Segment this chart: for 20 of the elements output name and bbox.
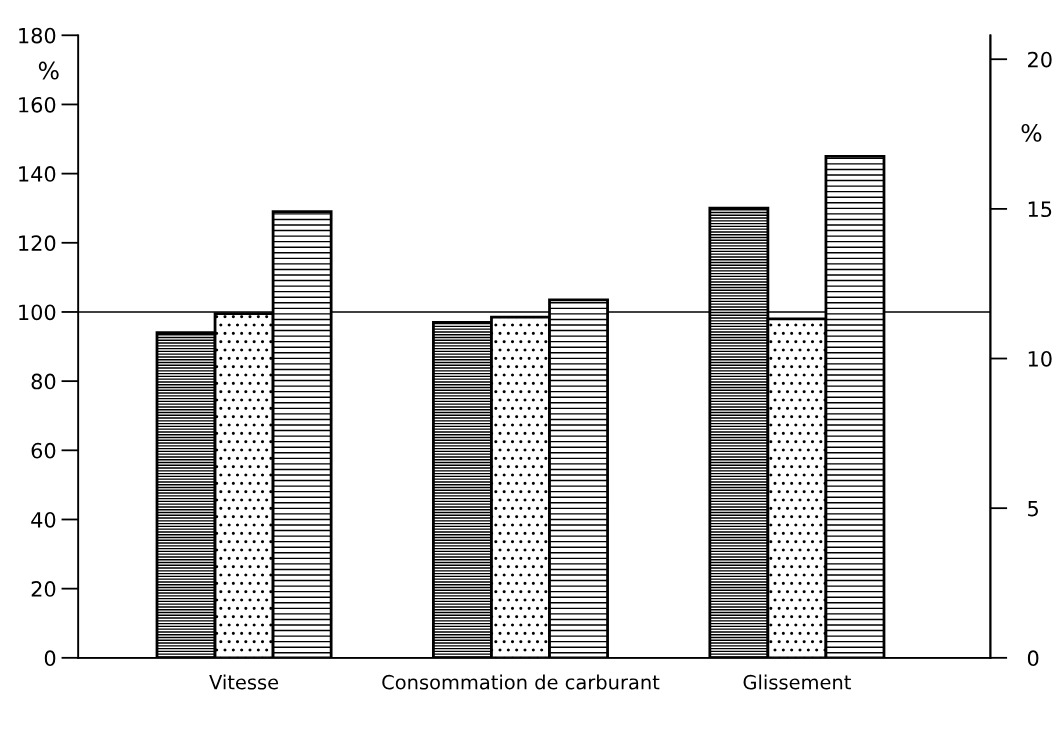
- y-tick-label: 60: [31, 442, 56, 459]
- y2-tick-label: 20: [1028, 51, 1052, 68]
- y2-tick-label: 10: [1028, 350, 1052, 367]
- y-tick-label: 80: [31, 373, 56, 390]
- x-tick-label: Glissement: [743, 674, 851, 690]
- x-tick-label: Consommation de carburant: [382, 674, 660, 690]
- y-tick-label: 20: [31, 581, 56, 597]
- y2-tick-label: 0: [1027, 650, 1039, 667]
- y2-axis-title: %: [1021, 123, 1042, 142]
- y-tick-label: 120: [19, 235, 56, 252]
- y-tick-label: 140: [19, 166, 56, 182]
- y-tick-label: 160: [19, 96, 56, 113]
- y-tick-label: 100: [19, 304, 56, 321]
- y-tick-label: 0: [44, 650, 56, 667]
- y-axis-title: %: [38, 61, 59, 80]
- y2-tick-label: 15: [1028, 201, 1052, 218]
- x-tick-label: Vitesse: [209, 674, 279, 690]
- y-tick-label: 180: [19, 27, 56, 44]
- y-tick-label: 40: [31, 511, 56, 528]
- y2-tick-label: 5: [1028, 500, 1038, 517]
